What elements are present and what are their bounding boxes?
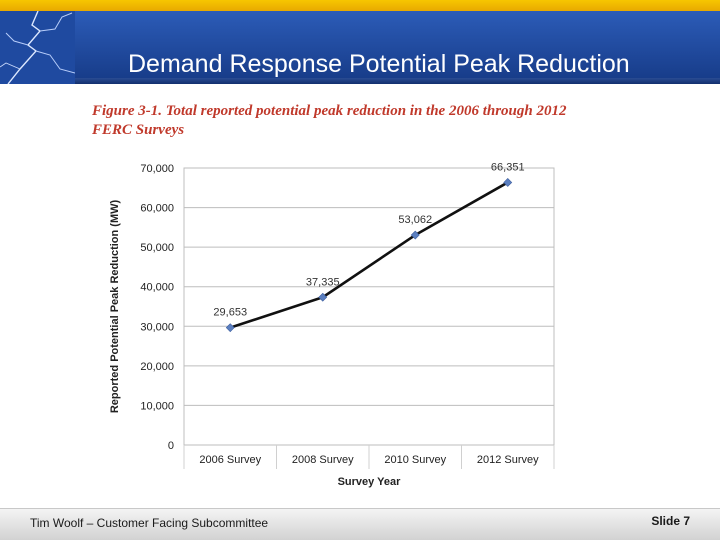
accent-bar: [0, 0, 720, 11]
plot-area: [183, 167, 555, 446]
data-point-marker: [503, 178, 513, 187]
data-point-marker: [410, 230, 420, 240]
data-point-marker: [318, 292, 328, 302]
figure-caption-line-1: Figure 3-1. Total reported potential pea…: [92, 103, 567, 119]
data-label: 66,351: [491, 161, 525, 173]
data-point-marker: [225, 323, 235, 333]
y-tick-label: 50,000: [140, 242, 174, 254]
y-tick-label: 70,000: [140, 163, 174, 175]
data-label: 29,653: [213, 307, 247, 319]
x-tick-label: 2008 Survey: [292, 454, 354, 466]
x-tick-label: 2010 Survey: [384, 454, 446, 466]
y-tick-label: 10,000: [140, 400, 174, 412]
y-tick-label: 40,000: [140, 282, 174, 294]
y-tick-label: 60,000: [140, 203, 174, 215]
slide-number: Slide 7: [651, 514, 690, 528]
data-label: 53,062: [398, 214, 432, 226]
lightning-graphic: [0, 11, 75, 84]
figure-caption: Figure 3-1. Total reported potential pea…: [92, 102, 652, 140]
title-band: [75, 11, 720, 84]
y-tick-label: 20,000: [140, 361, 174, 373]
slide-title: Demand Response Potential Peak Reduction: [128, 50, 630, 78]
y-axis-title: Reported Potential Peak Reduction (MW): [109, 200, 121, 414]
x-tick-label: 2006 Survey: [199, 454, 261, 466]
footer-presenter: Tim Woolf – Customer Facing Subcommittee: [30, 516, 269, 530]
data-label: 37,335: [306, 276, 340, 288]
figure-caption-line-2: FERC Surveys: [92, 122, 185, 138]
y-tick-label: 0: [168, 440, 174, 452]
footer-band: [0, 508, 720, 540]
series-line: [229, 181, 509, 329]
x-axis-title: Survey Year: [338, 476, 402, 488]
x-tick-label: 2012 Survey: [477, 454, 539, 466]
y-tick-label: 30,000: [140, 321, 174, 333]
peak-reduction-chart: 0 10,000 20,000 30,000 40,000 50,000 60,000 70,…: [109, 161, 555, 488]
